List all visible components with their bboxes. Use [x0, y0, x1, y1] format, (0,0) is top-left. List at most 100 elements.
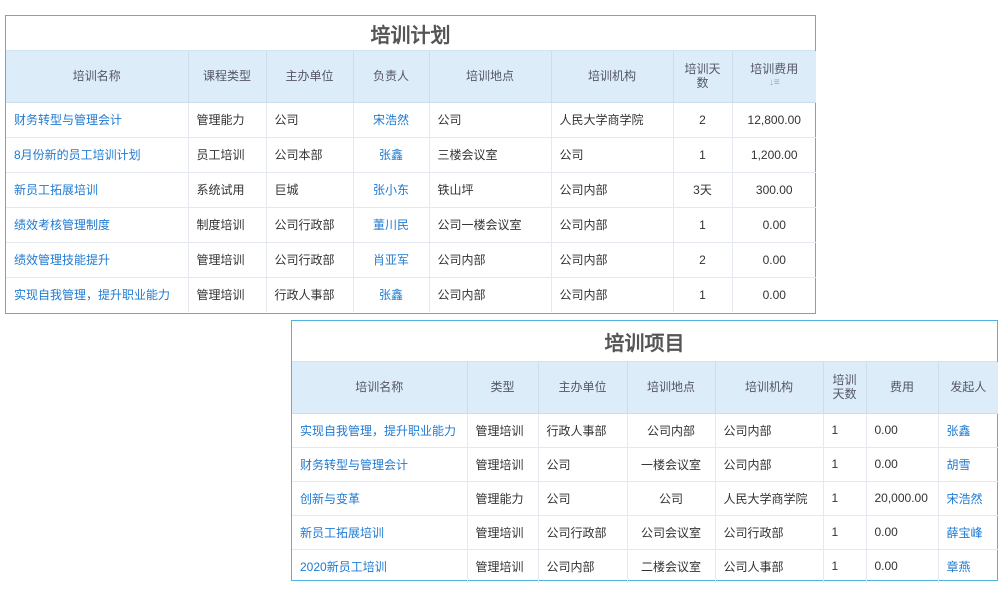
table-cell: 二楼会议室	[627, 549, 716, 583]
data-row: 实现自我管理，提升职业能力 管理培训 行政人事部 公司内部 公司内部 1 0.00 张鑫	[292, 413, 998, 448]
data-row: 财务转型与管理会计 管理培训 公司 一楼会议室 公司内部 1 0.00 胡雪	[292, 447, 998, 482]
table-title: 培训计划	[6, 16, 815, 51]
table-cell: 行政人事部	[266, 277, 354, 312]
column-header-text: 类型	[490, 380, 515, 395]
column-header[interactable]: 类型	[467, 362, 539, 414]
link-cell[interactable]: 肖亚军	[353, 242, 430, 278]
table-cell: 巨城	[266, 172, 354, 208]
link-cell[interactable]: 张鑫	[353, 137, 430, 173]
column-header-text: 培训天数	[684, 62, 721, 91]
link-cell[interactable]: 绩效考核管理制度	[6, 207, 189, 243]
data-table: 培训名称 课程类型 主办单位 负责人 培训地点 培训机构 培训天数 培训费用 ↓≡ 财务转型与管理…	[6, 51, 816, 312]
data-row: 绩效考核管理制度 制度培训 公司行政部 董川民 公司一楼会议室 公司内部 1 0.00	[6, 207, 816, 243]
table-cell: 1	[673, 137, 733, 173]
link-cell[interactable]: 财务转型与管理会计	[292, 447, 468, 482]
table-cell: 公司内部	[551, 242, 674, 278]
column-header[interactable]: 费用	[866, 362, 939, 414]
table-cell: 公司内部	[627, 413, 716, 448]
table-cell: 员工培训	[188, 137, 267, 173]
table-cell: 2	[673, 242, 733, 278]
column-header[interactable]: 主办单位	[266, 51, 354, 103]
link-cell[interactable]: 财务转型与管理会计	[6, 102, 189, 138]
table-cell: 公司行政部	[715, 515, 824, 550]
link-cell[interactable]: 创新与变革	[292, 481, 468, 516]
link-cell[interactable]: 张小东	[353, 172, 430, 208]
column-header[interactable]: 培训名称	[6, 51, 189, 103]
table-cell: 1	[823, 413, 867, 448]
data-row: 创新与变革 管理能力 公司 公司 人民大学商学院 1 20,000.00 宋浩然	[292, 481, 998, 516]
table-cell: 公司行政部	[266, 207, 354, 243]
table-cell: 公司一楼会议室	[429, 207, 552, 243]
table-cell: 1,200.00	[732, 137, 816, 173]
column-header[interactable]: 课程类型	[188, 51, 267, 103]
column-header[interactable]: 培训天数	[673, 51, 733, 103]
table-cell: 公司内部	[551, 277, 674, 312]
link-cell[interactable]: 绩效管理技能提升	[6, 242, 189, 278]
table-cell: 0.00	[866, 413, 939, 448]
table-cell: 0.00	[762, 287, 786, 302]
data-row: 新员工拓展培训 管理培训 公司行政部 公司会议室 公司行政部 1 0.00 薛宝峰	[292, 515, 998, 550]
table-cell: 行政人事部	[538, 413, 628, 448]
table-cell: 公司人事部	[715, 549, 824, 583]
table-cell: 公司内部	[551, 207, 674, 243]
table-cell: 公司	[429, 102, 552, 138]
table-cell: 公司内部	[551, 172, 674, 208]
table-cell: 管理培训	[188, 277, 267, 312]
table-cell: 公司内部	[429, 277, 552, 312]
column-header[interactable]: 培训地点	[429, 51, 552, 103]
column-header[interactable]: 培训名称	[292, 362, 468, 414]
data-row: 2020新员工培训 管理培训 公司内部 二楼会议室 公司人事部 1 0.00 章燕	[292, 549, 998, 583]
table-cell: 一楼会议室	[627, 447, 716, 482]
link-cell[interactable]: 张鑫	[353, 277, 430, 312]
column-header[interactable]: 培训天数	[823, 362, 867, 414]
column-header[interactable]: 主办单位	[538, 362, 628, 414]
table-cell: 公司内部	[715, 447, 824, 482]
table-cell: 公司内部	[715, 413, 824, 448]
column-header-text: 培训地点	[465, 69, 514, 84]
table-cell: 系统试用	[188, 172, 267, 208]
link-cell[interactable]: 实现自我管理，提升职业能力	[292, 413, 468, 448]
link-cell[interactable]: 新员工拓展培训	[6, 172, 189, 208]
column-header-text: 培训费用	[750, 62, 799, 77]
link-cell[interactable]: 实现自我管理，提升职业能力	[6, 277, 189, 312]
table-cell: 1	[823, 549, 867, 583]
column-header[interactable]: 培训机构	[551, 51, 674, 103]
table-title: 培训项目	[292, 321, 997, 362]
link-cell[interactable]: 2020新员工培训	[292, 549, 468, 583]
sort-icon[interactable]: ↓≡	[768, 77, 780, 89]
table-cell: 公司	[538, 481, 628, 516]
table-cell: 3天	[673, 172, 733, 208]
table-cell: 2	[673, 102, 733, 138]
data-row: 绩效管理技能提升 管理培训 公司行政部 肖亚军 公司内部 公司内部 2 0.00	[6, 242, 816, 278]
table-cell: 管理能力	[467, 481, 539, 516]
table-cell: 公司	[538, 447, 628, 482]
link-cell[interactable]: 宋浩然	[353, 102, 430, 138]
link-cell[interactable]: 章燕	[946, 559, 971, 574]
table-cell: 公司	[627, 481, 716, 516]
link-cell[interactable]: 8月份新的员工培训计划	[6, 137, 189, 173]
column-header[interactable]: 负责人	[353, 51, 430, 103]
column-header[interactable]: 培训地点	[627, 362, 716, 414]
link-cell[interactable]: 新员工拓展培训	[292, 515, 468, 550]
header-row: 培训名称 课程类型 主办单位 负责人 培训地点 培训机构 培训天数 培训费用 ↓≡	[6, 51, 816, 103]
link-cell[interactable]: 宋浩然	[938, 481, 998, 516]
column-header-text: 负责人	[372, 69, 409, 84]
table-cell: 制度培训	[188, 207, 267, 243]
table-cell: 0.00	[732, 242, 816, 278]
table-cell: 三楼会议室	[429, 137, 552, 173]
table-cell: 1	[823, 515, 867, 550]
table-cell: 1	[823, 481, 867, 516]
column-header-text: 培训名称	[355, 380, 404, 395]
link-cell[interactable]: 胡雪	[938, 447, 998, 482]
link-cell[interactable]: 董川民	[353, 207, 430, 243]
training-plan-panel: 培训计划 培训名称 课程类型 主办单位 负责人 培训地点 培训机构 培训天数 培训费用 ↓≡ 财务转…	[5, 15, 816, 314]
table-cell: 20,000.00	[866, 481, 939, 516]
link-cell[interactable]: 薛宝峰	[938, 515, 998, 550]
column-header[interactable]: 培训费用 ↓≡	[732, 51, 816, 103]
link-cell[interactable]: 张鑫	[938, 413, 998, 448]
table-cell: 0.00	[732, 207, 816, 243]
column-header[interactable]: 发起人	[938, 362, 998, 414]
column-header[interactable]: 培训机构	[715, 362, 824, 414]
table-cell: 管理培训	[467, 515, 539, 550]
